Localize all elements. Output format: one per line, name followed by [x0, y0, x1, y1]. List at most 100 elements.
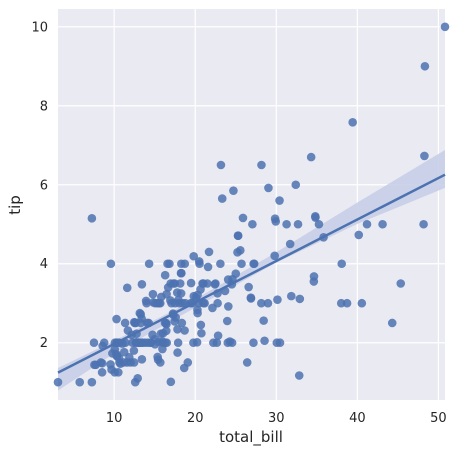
data-point: [97, 358, 107, 368]
data-point: [173, 348, 182, 357]
data-point: [162, 338, 172, 348]
data-point: [192, 338, 202, 347]
data-point: [212, 338, 222, 348]
data-point: [291, 180, 301, 190]
data-point: [309, 272, 319, 281]
data-point: [122, 283, 132, 293]
data-point: [196, 320, 206, 330]
data-point: [396, 279, 406, 288]
data-point: [246, 294, 256, 303]
data-point: [273, 295, 282, 304]
data-point: [203, 279, 212, 288]
y-tick-label: 10: [31, 20, 48, 35]
data-point: [242, 358, 252, 367]
data-point: [257, 160, 266, 170]
data-point: [354, 230, 364, 240]
data-point: [216, 160, 226, 170]
data-point: [237, 259, 246, 269]
data-point: [263, 298, 273, 308]
data-point: [99, 338, 109, 348]
data-point: [165, 259, 174, 269]
data-point: [142, 298, 151, 308]
data-point: [53, 377, 63, 387]
data-point: [106, 259, 116, 269]
data-point: [249, 259, 259, 269]
data-point: [236, 246, 245, 255]
data-point: [229, 186, 238, 195]
regression-line: [57, 173, 446, 374]
data-point: [257, 298, 266, 308]
x-tick-label: 30: [268, 411, 285, 426]
y-tick-label: 2: [40, 336, 48, 351]
data-point: [314, 219, 324, 229]
data-point: [311, 213, 320, 222]
data-point: [137, 279, 147, 289]
data-point: [293, 219, 303, 229]
data-point: [175, 279, 185, 288]
data-point: [222, 316, 232, 326]
data-point: [216, 259, 225, 269]
data-point: [114, 368, 123, 377]
data-point: [171, 313, 181, 322]
data-point: [162, 326, 171, 336]
data-point: [294, 371, 304, 380]
x-tick-label: 50: [430, 411, 447, 426]
data-point: [362, 219, 372, 229]
data-point: [227, 338, 237, 348]
data-point: [144, 259, 154, 269]
data-point: [260, 336, 269, 346]
data-point: [348, 118, 357, 127]
data-point: [177, 318, 187, 328]
data-point: [180, 326, 189, 335]
data-point: [204, 247, 214, 257]
data-point: [137, 355, 147, 364]
data-point: [231, 269, 241, 278]
x-tick-label: 10: [106, 411, 123, 426]
data-point: [342, 298, 352, 308]
data-point: [238, 213, 248, 223]
confidence-band: [58, 150, 445, 391]
data-point: [264, 183, 273, 193]
data-point: [249, 338, 258, 348]
data-point: [203, 262, 213, 272]
data-point: [211, 279, 220, 288]
data-point: [306, 152, 316, 162]
data-point: [186, 278, 196, 288]
data-point: [156, 358, 165, 367]
y-tick-label: 8: [40, 99, 48, 114]
x-tick-label: 40: [349, 411, 366, 426]
data-point: [275, 338, 285, 348]
data-point: [177, 268, 186, 278]
data-point: [87, 377, 97, 387]
data-point: [337, 259, 347, 269]
data-point: [173, 338, 183, 348]
data-point: [197, 328, 206, 338]
data-point: [148, 289, 158, 299]
data-point: [112, 314, 121, 324]
regression-line-path: [57, 173, 446, 374]
data-point: [133, 373, 142, 383]
y-tick-label: 4: [40, 257, 48, 272]
data-point: [193, 308, 202, 318]
data-point: [120, 318, 130, 328]
scatter-points: [53, 22, 450, 387]
data-point: [176, 289, 186, 298]
data-point: [224, 302, 233, 311]
x-tick-label: 20: [187, 411, 204, 426]
data-point: [129, 346, 139, 355]
data-point: [173, 325, 182, 334]
data-point: [75, 377, 85, 387]
x-axis-label: total_bill: [219, 428, 283, 447]
y-tick-labels: 2 4 6 8 10: [31, 20, 48, 351]
data-point: [271, 217, 281, 226]
data-point: [233, 231, 243, 241]
data-point: [217, 194, 227, 203]
data-point: [166, 377, 176, 387]
data-point: [162, 289, 171, 299]
data-point: [420, 151, 429, 161]
data-point: [287, 291, 296, 301]
data-point: [195, 259, 204, 269]
data-point: [285, 239, 295, 249]
data-point: [89, 338, 99, 348]
